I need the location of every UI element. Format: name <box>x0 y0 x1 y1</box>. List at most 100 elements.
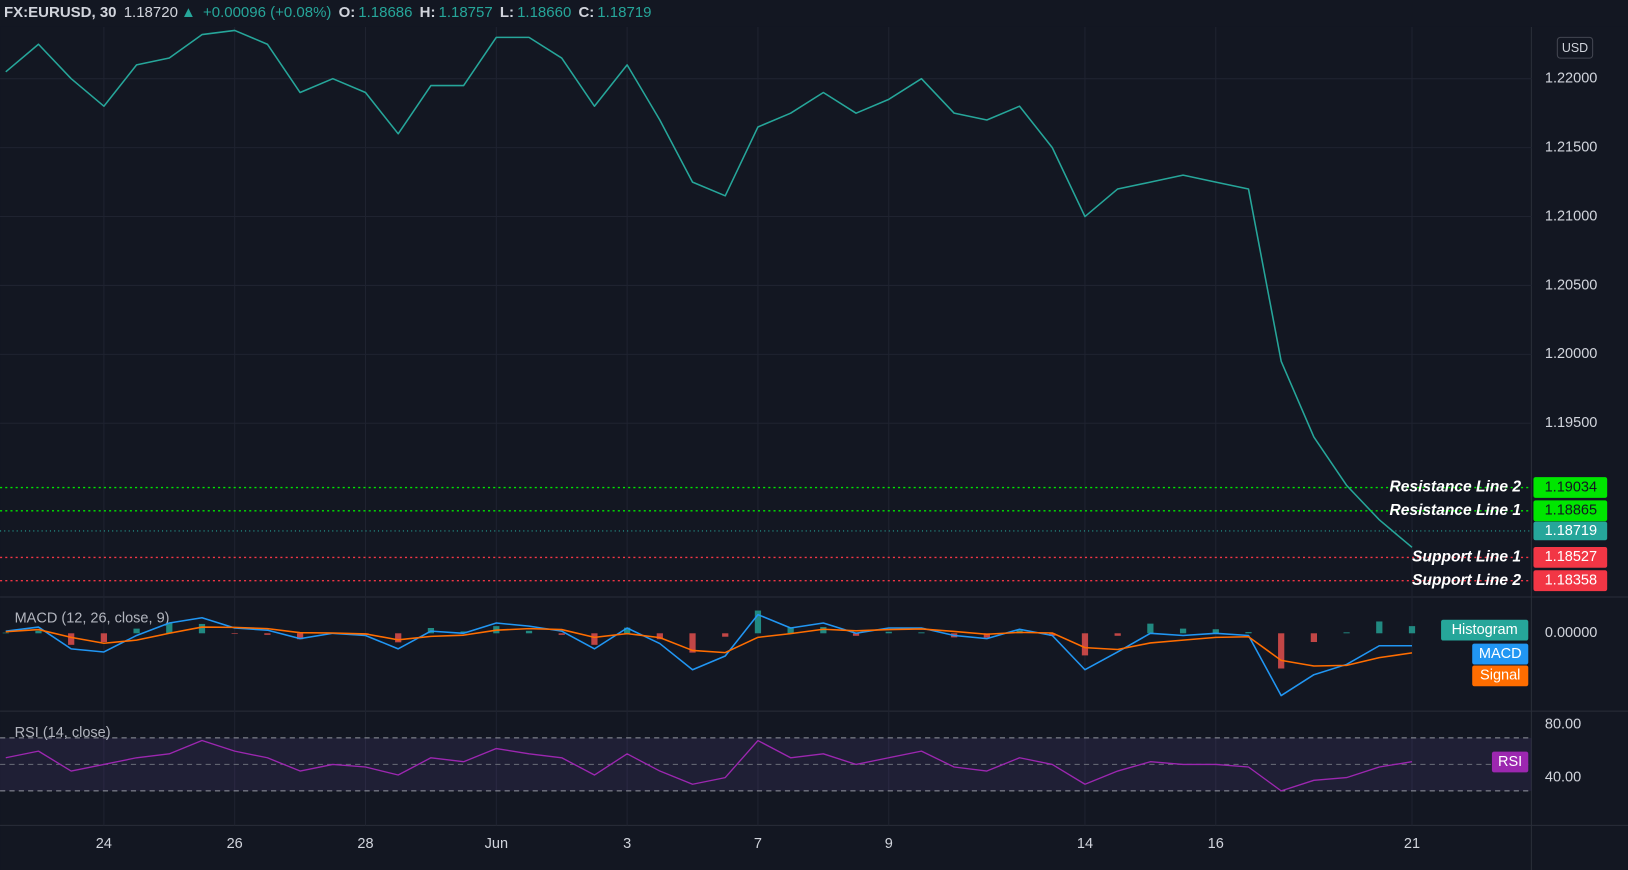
histogram-bar <box>983 633 990 638</box>
y-tick-label: 80.00 <box>1545 716 1581 732</box>
histogram-bar <box>198 623 206 634</box>
x-tick-label: 21 <box>1404 836 1420 852</box>
y-tick-label: 1.22000 <box>1545 71 1597 87</box>
level-price-box <box>1533 570 1608 592</box>
ohlc-value: 1.18719 <box>597 4 652 21</box>
x-tick-label: 7 <box>754 836 762 852</box>
histogram-bar <box>1212 629 1219 634</box>
ohlc-label: C: <box>578 4 595 21</box>
histogram-bar <box>820 627 827 634</box>
histogram-bar <box>2 632 9 634</box>
pane-title: RSI (14, close) <box>15 725 111 741</box>
level-price-box <box>1533 500 1608 522</box>
currency-box <box>1556 36 1594 59</box>
level-price: 1.18358 <box>1545 573 1597 589</box>
y-tick-label: 1.21500 <box>1545 139 1597 155</box>
histogram-bar <box>68 633 75 645</box>
y-tick-label: 1.20000 <box>1545 346 1597 362</box>
last-price-label: 1.18719 <box>1545 523 1597 539</box>
x-tick-label: 16 <box>1208 836 1224 852</box>
symbol-header: FX:EURUSD, 30 1.18720 ▲ +0.00096 (+0.08%)… <box>4 2 655 24</box>
histogram-bar <box>885 631 892 634</box>
histogram-bar <box>296 633 304 640</box>
x-tick-label: 26 <box>227 836 243 852</box>
histogram-bar <box>35 630 42 634</box>
histogram-bar <box>133 628 140 634</box>
histogram-bar <box>1376 621 1383 634</box>
currency: USD <box>1562 41 1588 55</box>
y-tick-label: 0.00000 <box>1545 625 1597 641</box>
histogram-bar <box>558 633 565 635</box>
histogram-bar <box>1049 633 1056 636</box>
histogram-bar <box>852 633 860 636</box>
level-name: Resistance Line 2 <box>1390 479 1522 496</box>
legend-box <box>1441 619 1529 641</box>
up-arrow: ▲ <box>180 4 196 21</box>
ohlc-value: 1.18686 <box>358 4 413 21</box>
histogram-bar <box>1245 632 1252 634</box>
histogram-bar <box>460 631 467 634</box>
histogram-bar <box>591 633 598 645</box>
histogram-bar <box>787 627 794 634</box>
x-tick-label: 3 <box>623 836 631 852</box>
legend-label: Histogram <box>1452 622 1518 638</box>
histogram-bar <box>754 610 762 634</box>
ohlc-label: L: <box>499 4 515 21</box>
histogram-bar <box>1179 628 1187 634</box>
x-tick-label: 9 <box>885 836 893 852</box>
x-tick-label: 14 <box>1077 836 1093 852</box>
legend-box <box>1472 643 1529 665</box>
y-tick-label: 40.00 <box>1545 769 1581 785</box>
histogram-bar <box>722 633 729 637</box>
y-tick-label: 1.21000 <box>1545 208 1597 224</box>
symbol: FX:EURUSD, 30 <box>4 4 117 21</box>
histogram-bar <box>689 633 696 653</box>
level-price-box <box>1533 547 1608 568</box>
histogram-bar <box>1310 633 1318 643</box>
level-price: 1.18527 <box>1545 549 1597 565</box>
histogram-bar <box>1408 626 1416 634</box>
level-price: 1.19034 <box>1545 479 1597 495</box>
histogram-bar <box>231 633 238 634</box>
legend-label: MACD <box>1479 646 1522 662</box>
y-tick-label: 1.20500 <box>1545 277 1597 293</box>
histogram-bar <box>395 633 402 643</box>
histogram-bar <box>1147 623 1154 634</box>
histogram-bar <box>656 633 663 640</box>
ohlc-value: 1.18660 <box>517 4 572 21</box>
level-price-box <box>1533 477 1608 498</box>
legend-label: RSI <box>1498 754 1522 770</box>
legend-box <box>1472 665 1529 687</box>
histogram-bar <box>100 633 107 643</box>
legend-label: Signal <box>1480 668 1520 684</box>
y-tick-label: 1.19500 <box>1545 415 1597 431</box>
histogram-bar <box>1278 633 1285 669</box>
legend-box <box>1491 751 1529 773</box>
price-change: +0.00096 (+0.08%) <box>202 4 332 21</box>
histogram-bar <box>1343 632 1350 634</box>
histogram-bar <box>1114 633 1121 636</box>
macd-line <box>5 626 1413 667</box>
histogram-bar <box>525 630 533 634</box>
histogram-bar <box>1081 633 1089 656</box>
ohlc-value: 1.18757 <box>438 4 493 21</box>
rsi-line <box>5 739 1413 792</box>
x-tick-label: 28 <box>357 836 373 852</box>
level-price: 1.18865 <box>1545 503 1597 519</box>
price-line <box>5 29 1413 548</box>
histogram-bar <box>624 627 631 634</box>
last-price: 1.18720 <box>123 4 178 21</box>
level-name: Resistance Line 1 <box>1390 502 1521 519</box>
background <box>0 26 1628 870</box>
level-name: Support Line 2 <box>1412 572 1521 589</box>
histogram-bar <box>264 633 271 635</box>
x-tick-label: Jun <box>485 836 508 852</box>
ohlc-label: O: <box>338 4 356 21</box>
ohlc-label: H: <box>419 4 436 21</box>
histogram-bar <box>166 623 173 634</box>
pane-title: MACD (12, 26, close, 9) <box>15 611 170 627</box>
level-name: Support Line 1 <box>1412 549 1521 566</box>
last-price-box <box>1533 521 1608 541</box>
